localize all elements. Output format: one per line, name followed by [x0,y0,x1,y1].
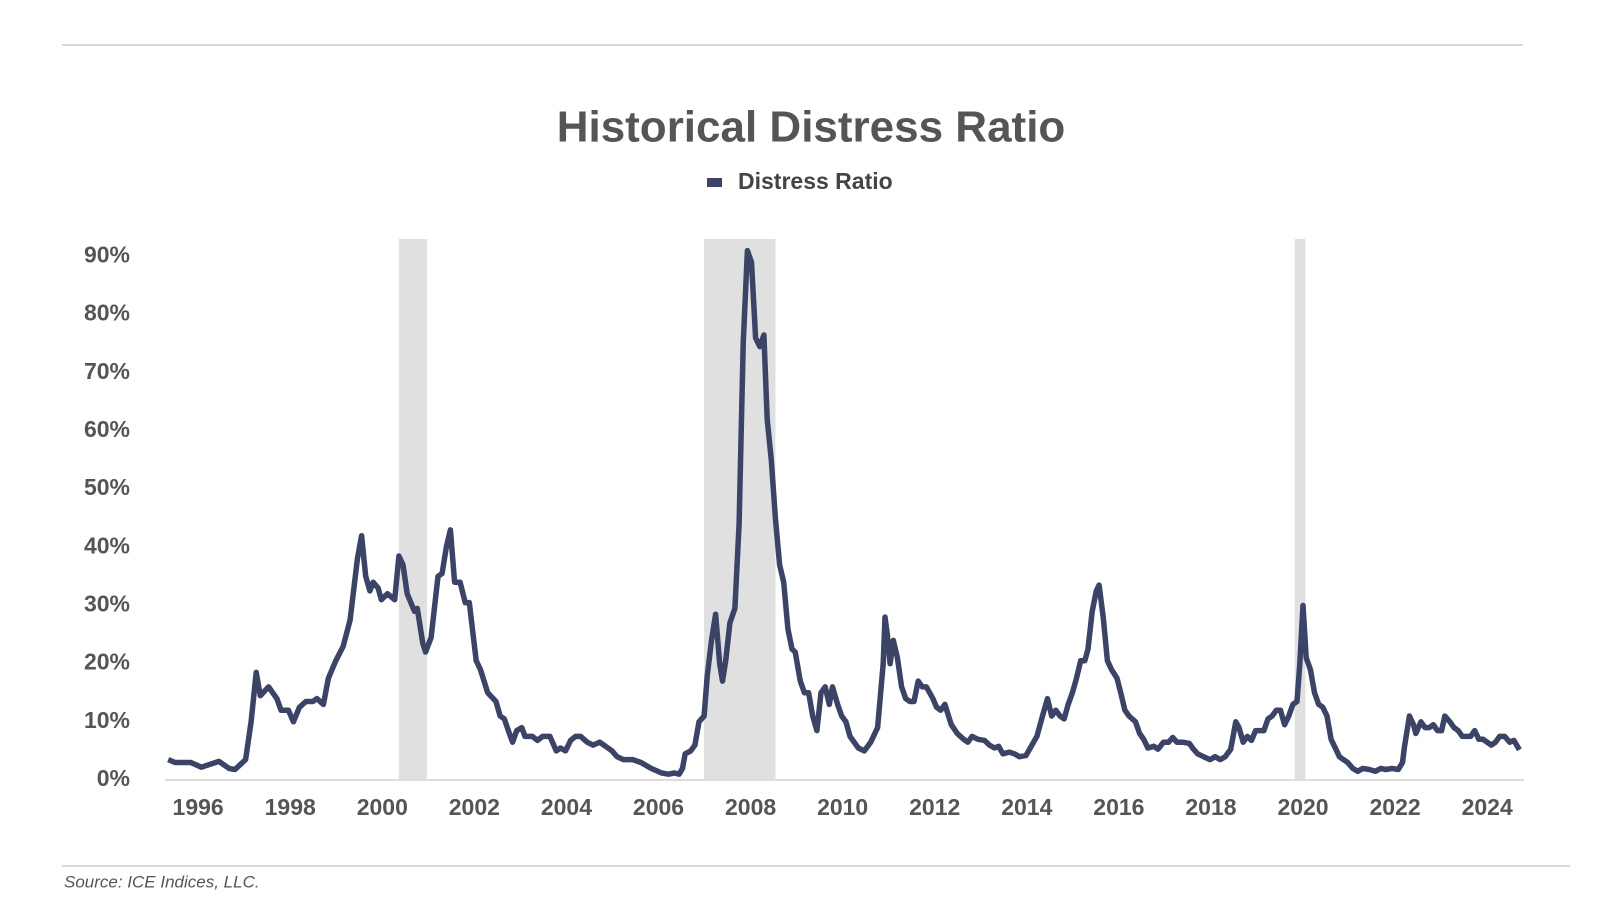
y-tick-label: 80% [84,300,130,326]
y-tick-label: 10% [84,707,130,733]
y-tick-label: 90% [84,242,130,268]
x-tick-label: 1998 [265,794,316,820]
x-tick-label: 1996 [173,794,224,820]
legend-swatch [707,178,722,187]
y-tick-label: 60% [84,416,130,442]
y-tick-label: 70% [84,358,130,384]
x-tick-label: 2014 [1001,794,1052,820]
x-tick-label: 2012 [909,794,960,820]
x-tick-label: 2006 [633,794,684,820]
legend-label: Distress Ratio [738,168,893,194]
y-tick-label: 30% [84,591,130,617]
shaded-period [1294,239,1306,780]
y-tick-label: 50% [84,474,130,500]
y-tick-label: 0% [97,765,130,791]
x-tick-label: 2022 [1370,794,1421,820]
x-tick-label: 2010 [817,794,868,820]
x-tick-label: 2004 [541,794,592,820]
x-tick-label: 2024 [1462,794,1513,820]
y-tick-label: 40% [84,532,130,558]
chart-title: Historical Distress Ratio [557,103,1066,152]
x-tick-label: 2018 [1185,794,1236,820]
x-tick-label: 2016 [1093,794,1144,820]
data-line [167,247,1522,777]
source-note: Source: ICE Indices, LLC. [64,872,260,891]
x-tick-label: 2002 [449,794,500,820]
x-tick-label: 2020 [1277,794,1328,820]
y-tick-label: 20% [84,649,130,675]
x-tick-label: 2000 [357,794,408,820]
shaded-period [398,239,427,780]
x-tick-label: 2008 [725,794,776,820]
